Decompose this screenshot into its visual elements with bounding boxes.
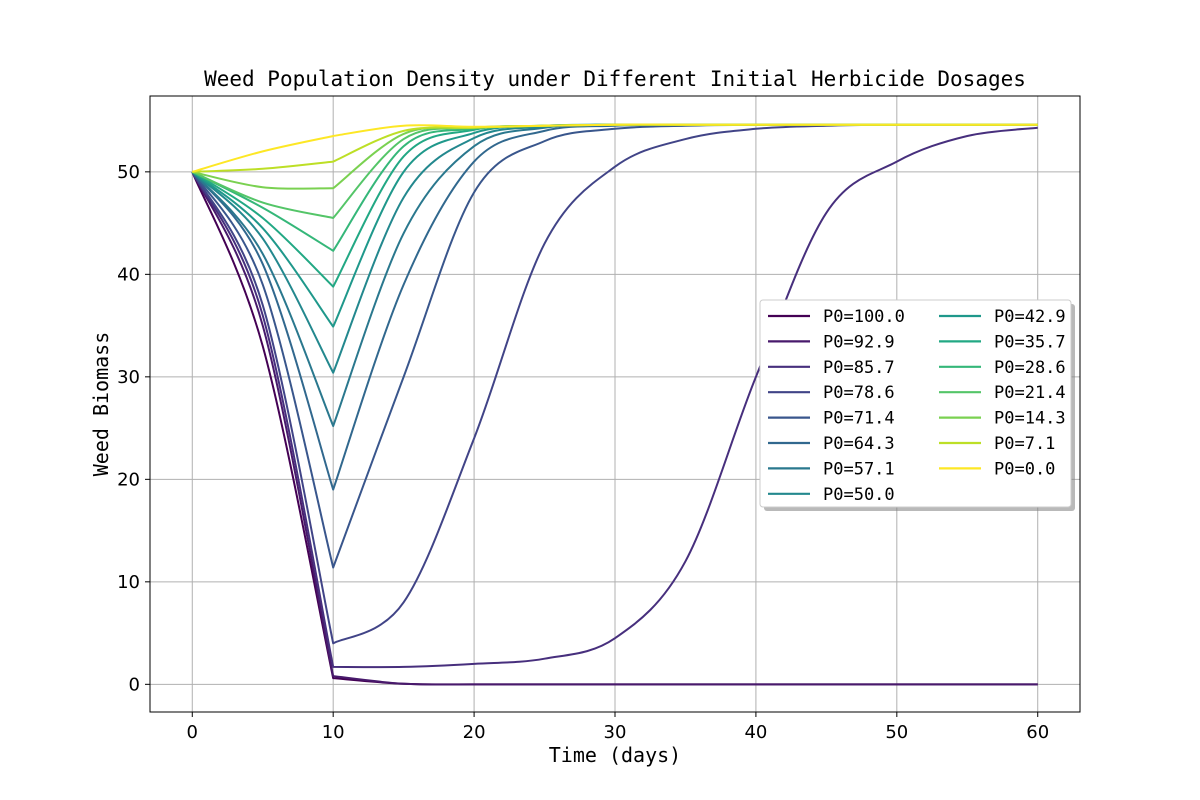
legend-label: P0=28.6	[994, 358, 1066, 378]
legend-label: P0=85.7	[823, 358, 895, 378]
y-axis-label: Weed Biomass	[89, 332, 113, 477]
legend-label: P0=71.4	[823, 409, 895, 429]
series-lines	[191, 123, 1038, 686]
x-tick-label: 10	[322, 722, 345, 743]
chart-title: Weed Population Density under Different …	[204, 67, 1026, 91]
series-line-p0-92-9	[191, 171, 1038, 686]
x-tick-label: 60	[1026, 722, 1049, 743]
legend-label: P0=0.0	[994, 459, 1055, 479]
legend-label: P0=50.0	[823, 485, 895, 505]
legend-label: P0=35.7	[994, 332, 1066, 352]
y-tick-label: 40	[117, 264, 140, 285]
legend-label: P0=14.3	[994, 409, 1066, 429]
x-tick-label: 50	[885, 722, 908, 743]
x-tick-label: 0	[187, 722, 198, 743]
x-tick-label: 40	[744, 722, 767, 743]
y-tick-label: 10	[117, 572, 140, 593]
legend: P0=100.0 P0=92.9 P0=85.7 P0=78.6 P0=71.4 P0=6…	[759, 299, 1075, 511]
series-line-p0-85-7	[191, 126, 1038, 669]
legend-label: P0=57.1	[823, 459, 895, 479]
axis-ticks: 0 10 20 30 40 50 60 0 10 20 30 40 50	[117, 162, 1049, 743]
x-tick-label: 20	[463, 722, 486, 743]
y-tick-label: 20	[117, 469, 140, 490]
legend-label: P0=64.3	[823, 434, 895, 454]
legend-box	[759, 299, 1072, 508]
x-tick-label: 30	[604, 722, 627, 743]
legend-label: P0=78.6	[823, 383, 895, 403]
y-tick-label: 50	[117, 162, 140, 183]
y-tick-label: 30	[117, 367, 140, 388]
legend-label: P0=7.1	[994, 434, 1055, 454]
x-axis-label: Time (days)	[549, 743, 681, 767]
y-tick-label: 0	[129, 674, 140, 695]
legend-label: P0=42.9	[994, 307, 1066, 327]
legend-label: P0=92.9	[823, 332, 895, 352]
legend-label: P0=100.0	[823, 307, 905, 327]
series-line-p0-0-0	[191, 123, 1038, 173]
legend-label: P0=21.4	[994, 383, 1066, 403]
